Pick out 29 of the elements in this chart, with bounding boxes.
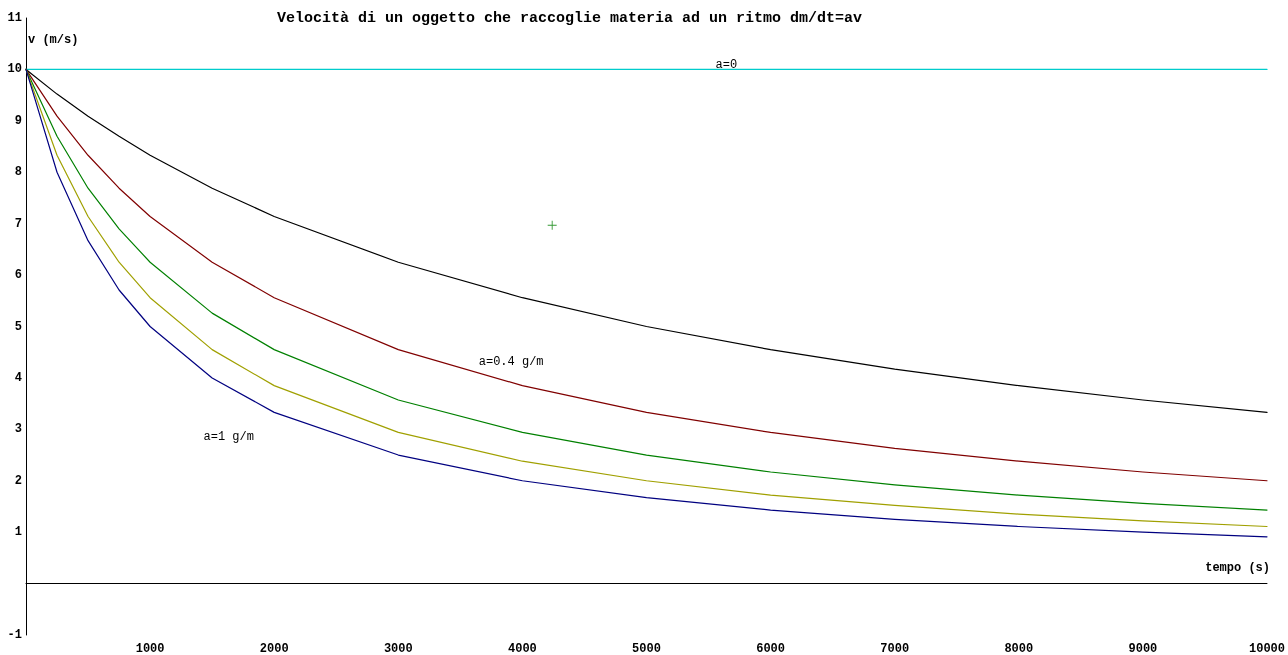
chart-title: Velocità di un oggetto che raccoglie materia ad un ritmo dm/dt=av [277,10,863,27]
line-series [25,68,1268,413]
x-tick-label: 5000 [632,642,661,655]
x-tick-label: 8000 [1004,642,1034,655]
annotation: a=0 [715,58,738,73]
y-tick-label: 10 [7,62,22,77]
x-tick-label: 4000 [507,642,537,655]
x-tick-label: 10000 [1248,642,1285,655]
y-tick-label: 6 [14,268,22,283]
x-tick-label: 9000 [1128,642,1158,655]
y-tick-label: 8 [14,165,22,180]
y-tick-label: 3 [14,422,22,437]
x-tick-label: 6000 [756,642,785,655]
y-tick-label: 7 [14,216,22,231]
annotation: a=0.4 g/m [478,355,544,370]
y-tick-label: -1 [7,628,22,642]
x-tick-label: 1000 [135,642,165,655]
x-tick-label: 7000 [880,642,910,655]
y-tick-label: 11 [7,11,22,25]
x-tick-label: 2000 [259,642,289,655]
y-tick-label: 4 [14,370,22,385]
x-axis-title: tempo (s) [1205,560,1270,575]
y-tick-label: 2 [14,473,22,488]
y-axis-title: v (m/s) [28,33,79,47]
annotation: a=1 g/m [203,430,254,445]
y-tick-label: 5 [14,319,22,334]
x-tick-label: 3000 [383,642,413,655]
y-tick-label: 1 [14,525,22,540]
y-tick-label: 9 [14,113,22,128]
